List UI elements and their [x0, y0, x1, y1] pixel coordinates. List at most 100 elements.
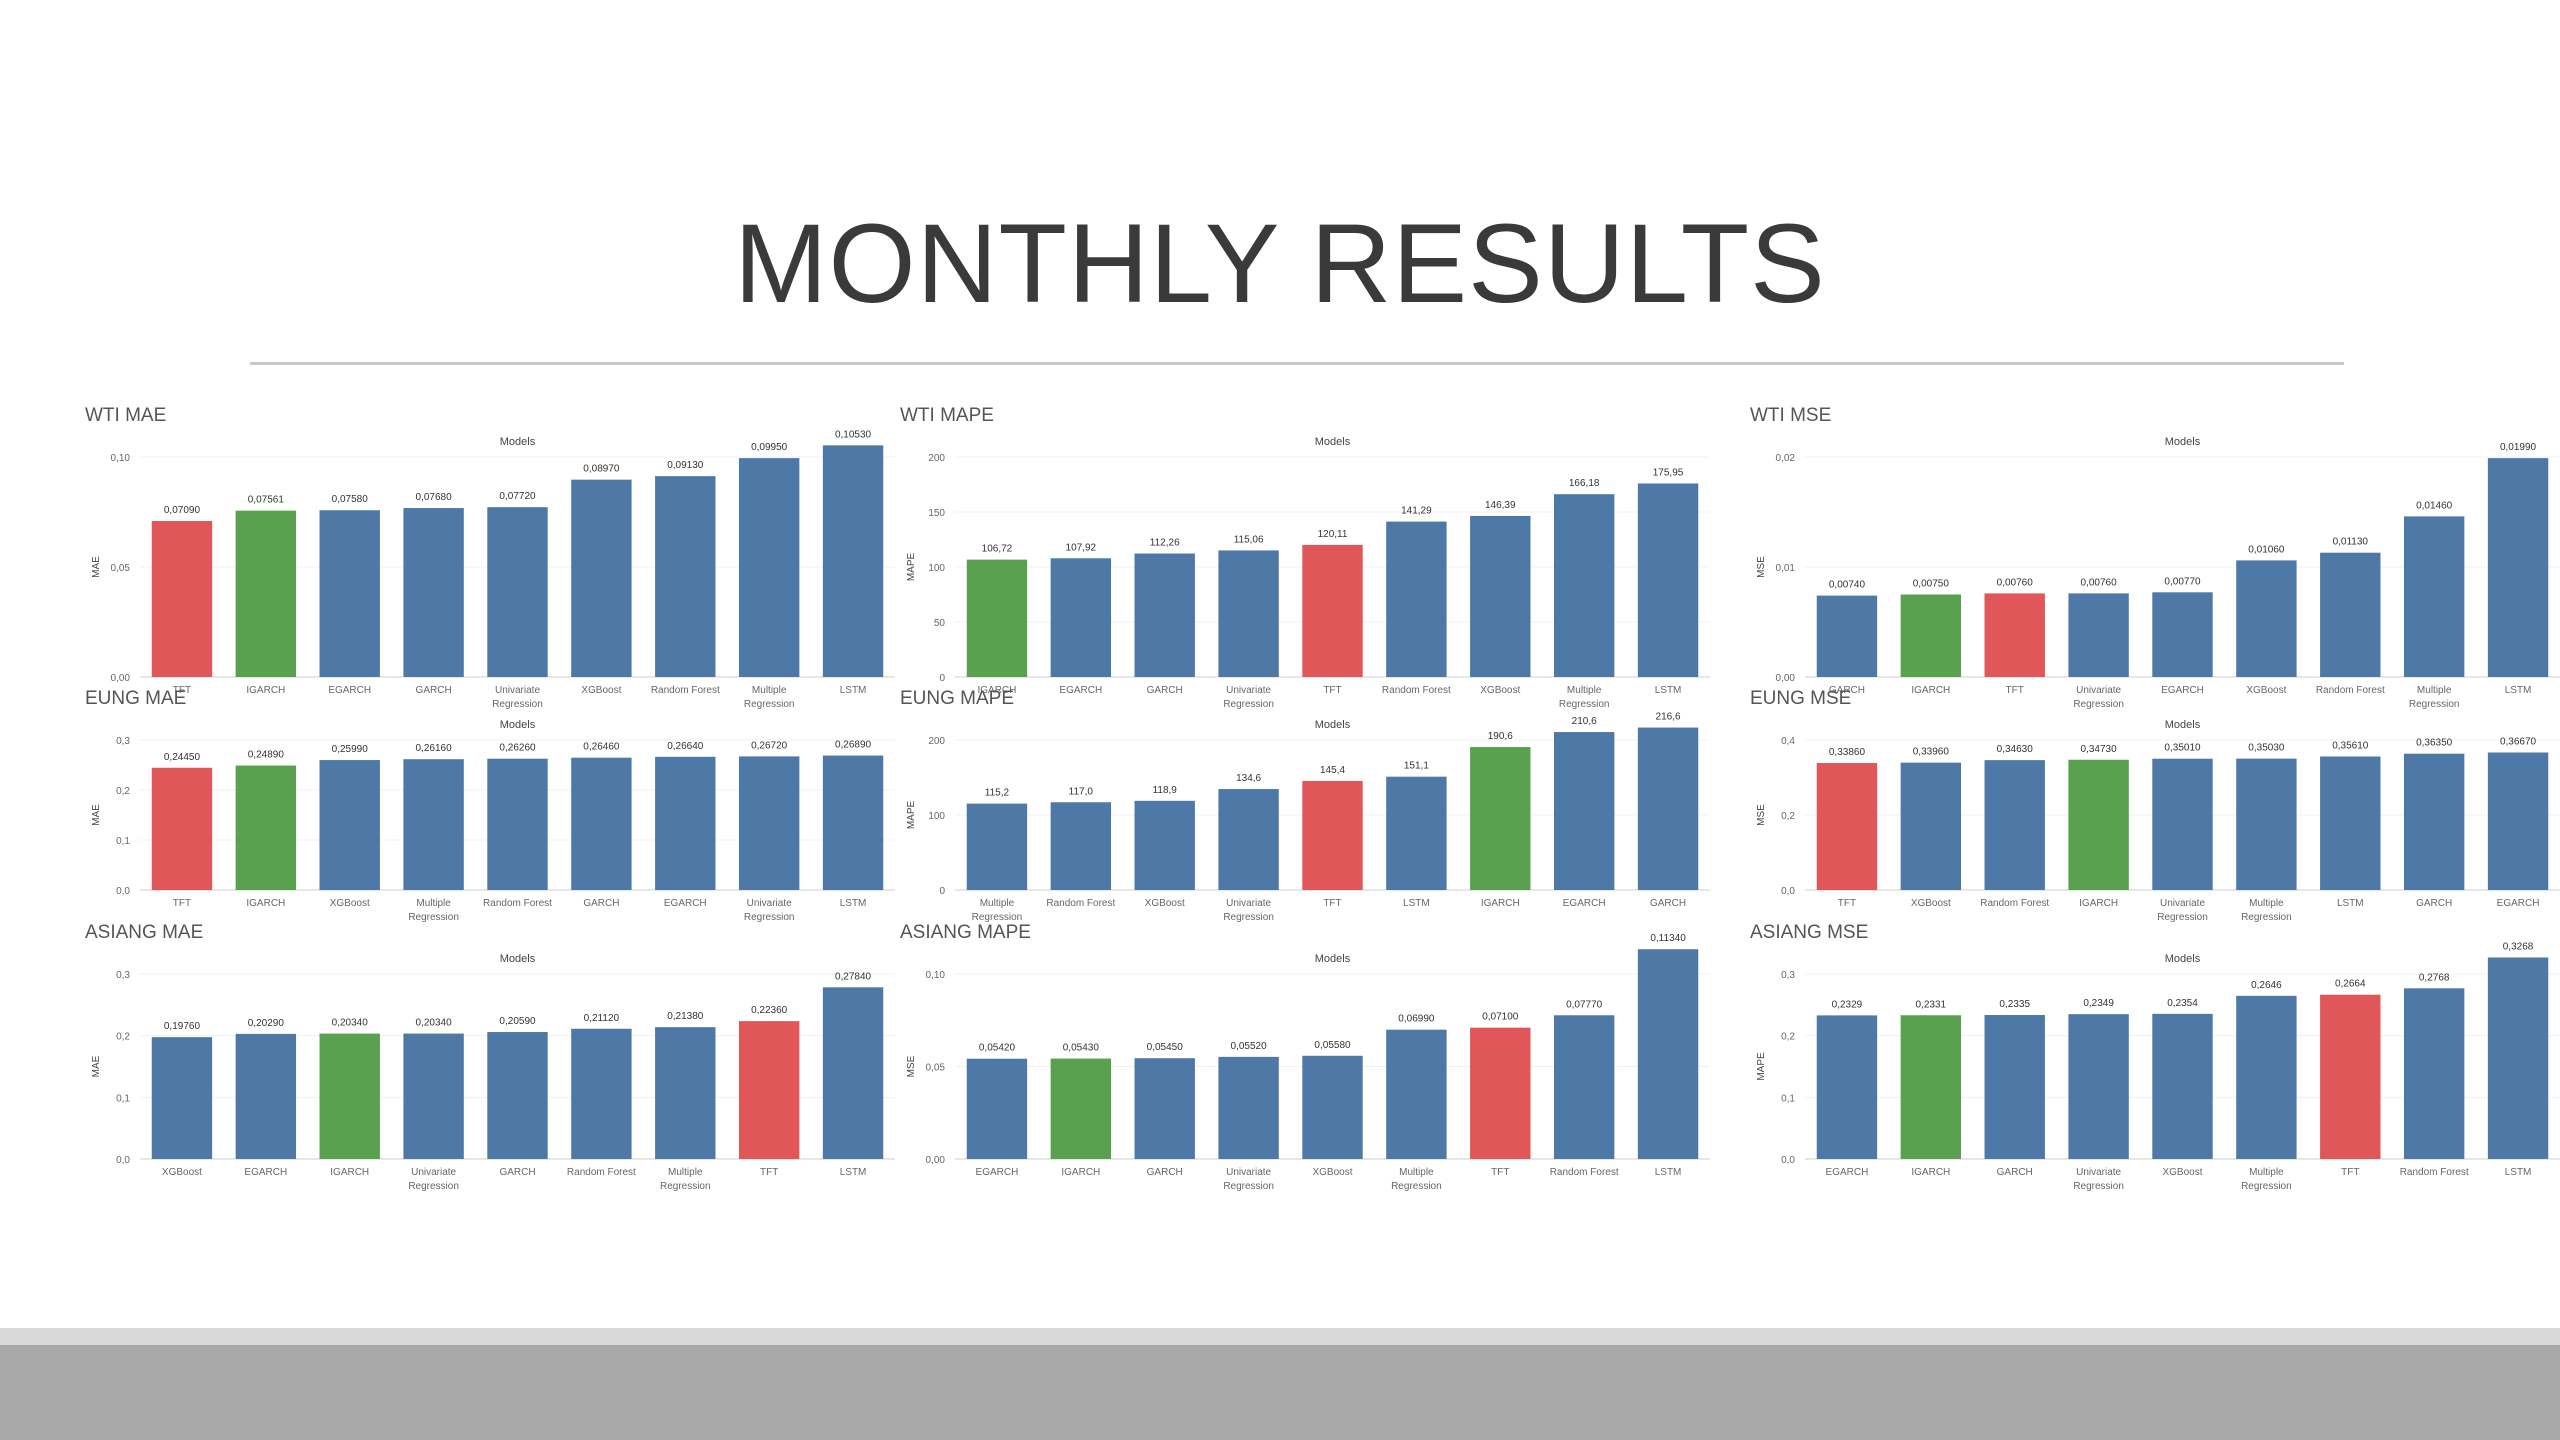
data-label: 0,20340 — [332, 1018, 369, 1029]
x-tick-label: Univariate — [2076, 1167, 2121, 1178]
bar — [235, 1033, 297, 1159]
x-tick-label: GARCH — [1147, 1167, 1183, 1178]
data-label: 190,6 — [1488, 731, 1513, 742]
y-tick-label: 0,3 — [1781, 970, 1795, 981]
x-tick-label: Random Forest — [1382, 685, 1451, 696]
x-tick-label: Univariate — [411, 1167, 456, 1178]
data-label: 0,05580 — [1314, 1040, 1351, 1051]
bar — [2152, 758, 2213, 890]
data-label: 0,34630 — [1997, 744, 2034, 755]
data-label: 0,09130 — [667, 460, 704, 471]
data-label: 0,26160 — [416, 743, 453, 754]
y-tick-label: 0,4 — [1781, 736, 1795, 747]
data-label: 107,92 — [1066, 542, 1097, 553]
x-tick-label: TFT — [2341, 1167, 2359, 1178]
x-tick-label: Multiple — [1567, 685, 1602, 696]
bar — [2403, 516, 2465, 677]
bar — [2487, 957, 2549, 1159]
chart-header: Models — [1315, 953, 1351, 965]
bar — [1386, 521, 1447, 677]
x-tick-label: IGARCH — [2079, 898, 2118, 909]
x-tick-label: Random Forest — [1550, 1167, 1619, 1178]
data-label: 0,00760 — [1997, 577, 2034, 588]
chart-plot: Models MSE 0,00 0,01 0,02 0,00740 GARCH 0,00750… — [1756, 436, 2560, 710]
y-tick-label: 0,0 — [1781, 886, 1795, 897]
y-tick-label: 150 — [928, 508, 945, 519]
x-tick-label: Regression — [2073, 699, 2124, 710]
bar — [1302, 1055, 1363, 1159]
data-label: 0,22360 — [751, 1005, 788, 1016]
x-tick-label: Univariate — [1226, 898, 1271, 909]
bar — [403, 1033, 464, 1159]
x-tick-label: TFT — [1323, 898, 1341, 909]
bar — [2068, 759, 2129, 890]
x-tick-label: XGBoost — [1480, 685, 1520, 696]
y-axis-label: MAE — [91, 804, 102, 826]
bar — [655, 476, 716, 677]
bar — [1637, 483, 1699, 677]
bar — [1302, 780, 1363, 890]
x-tick-label: TFT — [1323, 685, 1341, 696]
bar — [151, 521, 213, 677]
bar — [1900, 594, 1962, 677]
chart-eung-mae: EUNG MAE Models MAE 0,0 0,1 0,2 0,3 0,24450 TFT 0… — [85, 688, 900, 968]
bar — [822, 445, 884, 677]
bar — [2403, 988, 2465, 1159]
bar — [1900, 1015, 1962, 1159]
data-label: 0,01990 — [2500, 442, 2537, 453]
chart-wti-mae: WTI MAE Models MAE 0,00 0,05 0,10 0,07090 TFT 0,… — [85, 405, 900, 710]
data-label: 0,20290 — [248, 1018, 285, 1029]
y-tick-label: 0,0 — [116, 886, 130, 897]
y-axis-label: MSE — [1756, 804, 1767, 826]
x-tick-label: Random Forest — [483, 898, 552, 909]
bar — [738, 458, 800, 677]
data-label: 0,35610 — [2332, 740, 2369, 751]
x-tick-label: IGARCH — [1481, 898, 1520, 909]
x-tick-label: Regression — [2241, 1181, 2292, 1192]
x-tick-label: Multiple — [1399, 1167, 1434, 1178]
chart-title: ASIANG MAE — [85, 922, 204, 943]
data-label: 210,6 — [1572, 716, 1597, 727]
x-tick-label: Regression — [1223, 1181, 1274, 1192]
chart-plot: Models MAPE 0 50 100 150 200 106,72 IGARCH 107,92… — [906, 436, 1710, 710]
bar — [1816, 763, 1878, 890]
y-tick-label: 0,05 — [111, 563, 131, 574]
bar — [319, 510, 380, 677]
footer-band — [0, 1345, 2560, 1440]
y-axis-label: MSE — [1756, 556, 1767, 578]
data-label: 0,26640 — [667, 741, 704, 752]
chart-wti-mse: WTI MSE Models MSE 0,00 0,01 0,02 0,00740 GARCH… — [1750, 405, 2560, 710]
bar — [2152, 1013, 2213, 1159]
data-label: 0,09950 — [751, 442, 788, 453]
chart-plot: Models MSE 0,00 0,05 0,10 0,05420 EGARCH 0,0543… — [906, 933, 1710, 1192]
bar — [1900, 762, 1962, 890]
y-tick-label: 0,2 — [1781, 811, 1795, 822]
x-tick-label: Regression — [492, 699, 543, 710]
data-label: 0,00770 — [2164, 576, 2201, 587]
bar — [403, 508, 464, 677]
bar — [822, 987, 884, 1159]
bar — [319, 760, 380, 890]
bar — [1553, 494, 1615, 677]
data-label: 0,11340 — [1650, 933, 1686, 944]
y-tick-label: 100 — [928, 811, 945, 822]
x-tick-label: Regression — [660, 1181, 711, 1192]
y-tick-label: 0,05 — [926, 1063, 946, 1074]
bar — [487, 758, 548, 890]
bar — [1470, 747, 1531, 890]
x-tick-label: GARCH — [583, 898, 619, 909]
x-tick-label: EGARCH — [2497, 898, 2540, 909]
y-tick-label: 0,00 — [111, 673, 131, 684]
bar — [2068, 593, 2129, 677]
data-label: 0,05520 — [1231, 1041, 1268, 1052]
bar — [2236, 995, 2297, 1159]
x-tick-label: Random Forest — [651, 685, 720, 696]
data-label: 0,24890 — [248, 750, 285, 761]
bar — [403, 759, 464, 890]
x-tick-label: Regression — [1391, 1181, 1442, 1192]
chart-header: Models — [500, 953, 536, 965]
chart-header: Models — [1315, 436, 1351, 448]
chart-header: Models — [1315, 719, 1351, 731]
data-label: 118,9 — [1153, 785, 1178, 796]
x-tick-label: EGARCH — [1059, 685, 1102, 696]
